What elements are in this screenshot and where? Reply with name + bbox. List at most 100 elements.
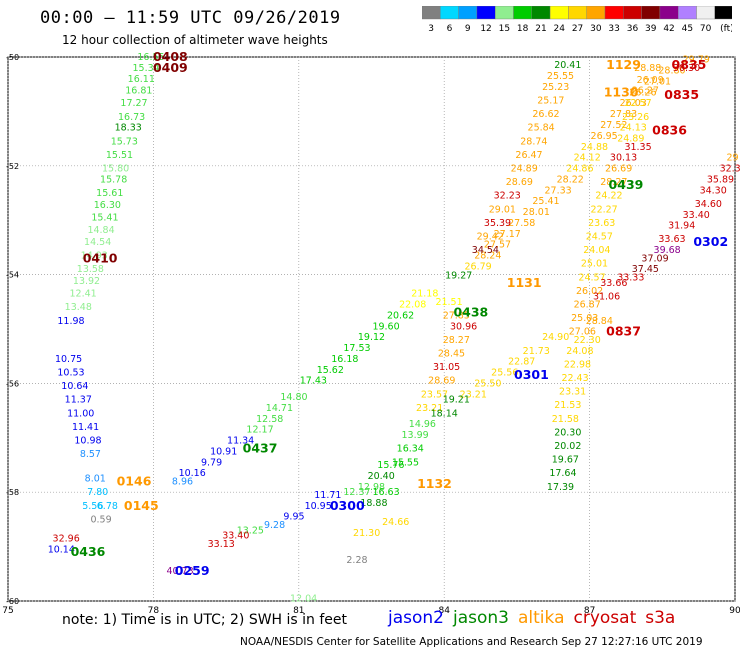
wave-height-value: 16.55: [137, 52, 164, 63]
legend-swatch: [714, 6, 732, 20]
wave-height-value: 33.63: [658, 234, 685, 245]
satellite-altika: altika: [518, 608, 565, 628]
wave-height-value: 30.30: [673, 63, 700, 74]
wave-height-value: 28.22: [557, 174, 584, 185]
wave-height-value: 11.00: [67, 408, 94, 419]
wave-height-value: 28.69: [506, 177, 533, 188]
pass-time-label: 1132: [417, 476, 452, 491]
wave-height-value: 14.96: [409, 419, 436, 430]
wave-height-value: 21.58: [552, 414, 579, 425]
legend-swatch: [623, 6, 642, 20]
pass-time-label: 0409: [153, 60, 188, 75]
wave-height-value: 20.62: [387, 310, 414, 321]
pass-time-label: 0835: [664, 87, 699, 102]
pass-time-label: 0837: [606, 324, 641, 339]
wave-height-value: 2.28: [346, 555, 367, 566]
wave-height-value: 19.67: [552, 455, 579, 466]
wave-height-value: 28.84: [586, 316, 613, 327]
wave-height-value: 15.55: [392, 457, 419, 468]
pass-time-label: 0439: [609, 177, 644, 192]
wave-height-value: 26.27: [632, 86, 659, 97]
wave-height-value: 26.79: [465, 261, 492, 272]
legend-label: 9: [465, 24, 471, 34]
wave-height-value: 21.51: [435, 297, 462, 308]
wave-height-value: 15.51: [106, 150, 133, 161]
wave-height-value: 28.80: [658, 66, 685, 77]
wave-height-value: 22.27: [591, 204, 618, 215]
satellite-cryosat: cryosat: [573, 608, 637, 628]
legend-swatch: [458, 6, 478, 20]
wave-height-value: 27.33: [544, 185, 571, 196]
wave-height-value: 11.41: [72, 422, 99, 433]
legend-swatch: [678, 6, 697, 20]
pass-time-label: 0410: [83, 250, 118, 265]
wave-height-value: 28.24: [474, 251, 501, 262]
legend-swatch: [659, 6, 679, 20]
pass-time-label: 0438: [453, 305, 488, 320]
y-tick-label: -60: [6, 597, 19, 606]
wave-height-value: 28.01: [523, 207, 550, 218]
wave-height-value: 15.61: [96, 188, 123, 199]
wave-height-value: 9.28: [264, 520, 285, 531]
pass-time-label: 1130: [604, 84, 639, 99]
wave-height-value: 23.26: [622, 112, 649, 123]
pass-time-label: 0836: [652, 122, 687, 137]
wave-height-value: 23.21: [460, 389, 487, 400]
wave-height-value: 26.02: [576, 286, 603, 297]
wave-height-value: 16.30: [94, 200, 121, 211]
wave-height-value: 16.63: [372, 487, 399, 498]
wave-height-value: 11.34: [227, 436, 254, 447]
pass-time-label: 1131: [507, 275, 542, 290]
wave-height-value: 26.69: [605, 164, 632, 175]
wave-height-value: 27.57: [484, 240, 511, 251]
wave-height-value: 28.27: [443, 335, 470, 346]
wave-height-value: 24.04: [583, 245, 610, 256]
wave-height-value: 19.12: [358, 332, 385, 343]
wave-height-value: 9.95: [283, 512, 304, 523]
pass-time-label: 1129: [606, 57, 641, 72]
pass-time-label: 0302: [693, 234, 728, 249]
wave-height-value: 35.39: [484, 218, 511, 229]
chart-title: 00:00 – 11:59 UTC 09/26/2019: [40, 8, 341, 28]
legend-label: 45: [682, 24, 693, 34]
wave-height-value: 20.30: [554, 427, 581, 438]
wave-height-value: 0.59: [90, 514, 111, 525]
legend-swatch: [549, 6, 569, 20]
wave-height-value: 29.01: [489, 204, 516, 215]
wave-height-value: 16.81: [125, 86, 152, 97]
y-tick-label: -54: [6, 271, 19, 280]
wave-height-value: 30.13: [610, 153, 637, 164]
wave-height-value: 21.73: [523, 346, 550, 357]
legend-swatch: [513, 6, 532, 20]
legend-label: 42: [663, 24, 674, 34]
pass-time-label: 0436: [71, 544, 106, 559]
wave-height-value: 24.89: [511, 164, 538, 175]
wave-height-value: 25.84: [528, 123, 555, 134]
legend-label: 3: [428, 24, 434, 34]
wave-height-value: 30.96: [450, 321, 477, 332]
x-tick-label: 90: [729, 606, 740, 616]
wave-height-value: 22.30: [574, 335, 601, 346]
wave-height-value: 35.89: [707, 174, 734, 185]
wave-height-value: 12.04: [290, 593, 317, 604]
footer-note: note: 1) Time is in UTC; 2) SWH is in fe…: [62, 612, 348, 628]
credit-line: NOAA/NESDIS Center for Satellite Applica…: [240, 636, 703, 648]
wave-height-value: 10.95: [305, 501, 332, 512]
wave-height-value: 20.02: [554, 441, 581, 452]
wave-height-value: 15.80: [102, 164, 129, 175]
wave-height-value: 15.78: [100, 174, 127, 185]
wave-height-value: 12.41: [70, 289, 97, 300]
legend-label: 33: [608, 24, 619, 34]
pass-time-label: 0408: [153, 49, 188, 64]
wave-height-value: 15.62: [317, 365, 344, 376]
wave-height-value: 21.30: [353, 528, 380, 539]
pass-time-label: 0146: [117, 473, 152, 488]
wave-height-value: 6.78: [97, 501, 118, 512]
legend-label: 70: [700, 24, 712, 34]
pass-time-label: 0437: [243, 441, 278, 456]
wave-height-value: 8.57: [80, 449, 101, 460]
wave-height-value: 24.57: [586, 232, 613, 243]
wave-height-value: 26.87: [574, 300, 601, 311]
legend-label: 24: [554, 24, 566, 34]
wave-height-value: 31.35: [624, 142, 651, 153]
